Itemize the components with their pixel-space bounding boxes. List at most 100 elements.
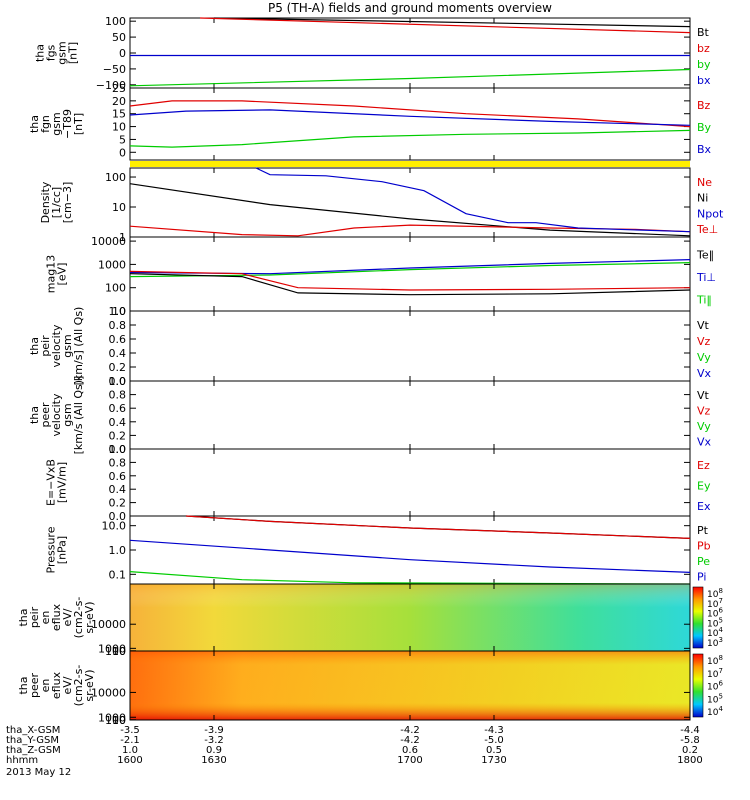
series-line — [255, 167, 691, 233]
footer-value: 1.0 — [122, 745, 138, 756]
legend-entry: Pi — [697, 570, 706, 583]
y-tick-label: 10 — [112, 305, 126, 318]
y-axis-label: tha — [28, 115, 41, 133]
y-tick-label: 15 — [112, 108, 126, 121]
y-tick-label: 1000 — [98, 642, 126, 655]
panel-peir: 1.00.80.60.40.20.0thapeirvelocitygsm[km/… — [28, 305, 712, 388]
panel-frame — [129, 167, 691, 238]
y-axis-label: gsm — [61, 403, 74, 426]
y-tick-label: 0.1 — [109, 568, 127, 581]
y-tick-label: 0 — [119, 47, 126, 60]
footer-value: 1630 — [201, 755, 226, 766]
colorbar-label: 104 — [707, 705, 723, 718]
y-axis-label: [nPa] — [56, 536, 69, 564]
series-line — [129, 68, 691, 87]
y-tick-label: 100 — [105, 645, 126, 658]
y-tick-label: 5 — [119, 133, 126, 146]
y-axis-label: eV/ — [61, 676, 74, 694]
panel-frame — [129, 17, 691, 89]
footer-value: 0.5 — [486, 745, 502, 756]
y-axis-label: E=−VxB — [45, 459, 58, 506]
y-tick-label: 10 — [112, 201, 126, 214]
y-axis-label: [mV/m] — [56, 462, 69, 503]
y-tick-label: 100 — [105, 171, 126, 184]
legend-entry: Te⊥ — [696, 223, 718, 236]
footer-value: -5.0 — [484, 735, 504, 746]
y-axis-label: tha — [28, 337, 41, 355]
y-axis-label: gsm — [61, 334, 74, 357]
footer-value: -5.8 — [680, 735, 700, 746]
footer-value: -3.5 — [120, 725, 140, 736]
y-tick-label: 100 — [105, 714, 126, 727]
colorbar-label: 106 — [707, 680, 723, 693]
footer-row-label: tha_Z-GSM — [6, 745, 61, 756]
legend-entry: Vz — [697, 404, 711, 417]
legend-entry: Pb — [697, 539, 711, 552]
y-axis-label: sr-eV) — [83, 669, 96, 701]
colorbar — [692, 586, 704, 649]
legend-entry: Vy — [697, 351, 711, 364]
y-axis-label: velocity — [50, 393, 63, 436]
legend-entry: Bz — [697, 99, 711, 112]
series-line — [129, 273, 691, 296]
y-axis-label: sr-eV) — [83, 601, 96, 633]
y-tick-label: 25 — [112, 82, 126, 95]
series-line — [199, 17, 691, 34]
y-axis-label: peir — [39, 335, 52, 357]
y-tick-label: 0.4 — [109, 483, 127, 496]
series-line — [129, 183, 691, 237]
legend-entry: By — [697, 121, 712, 134]
y-tick-label: 10 — [112, 121, 126, 134]
y-axis-label: [1/cc] — [50, 187, 63, 218]
y-tick-label: 1000 — [98, 258, 126, 271]
y-axis-label: en — [39, 679, 52, 693]
y-tick-label: 0.0 — [109, 510, 127, 523]
y-tick-label: −100 — [96, 79, 126, 92]
panel-density: 100 10 1 Density[1/cc][cm−3] Ne Ni Npot Te⊥ — [39, 167, 724, 244]
y-axis-label: Density — [39, 181, 52, 223]
footer-value: 1800 — [677, 755, 702, 766]
y-tick-label: 10000 — [91, 618, 126, 631]
y-tick-label: 10 — [112, 645, 126, 658]
legend-entry: Ne — [697, 176, 712, 189]
y-axis-label: eflux — [50, 671, 63, 699]
footer-value: 0.2 — [682, 745, 698, 756]
footer-value: -4.4 — [680, 725, 700, 736]
colorbar-label: 107 — [707, 667, 723, 680]
legend-entry: Pt — [697, 524, 709, 537]
footer-row-label: tha_X-GSM — [6, 725, 60, 736]
footer-value: -4.2 — [400, 735, 420, 746]
footer-value: 1700 — [397, 755, 422, 766]
y-axis-label: −T89 — [61, 109, 74, 139]
y-axis-label: eV/ — [61, 608, 74, 626]
colorbar-label: 105 — [707, 692, 723, 705]
legend-entry: Ey — [697, 480, 711, 493]
series-line — [129, 129, 691, 148]
spectrogram-overlay — [130, 584, 690, 651]
y-tick-label: 0.6 — [109, 402, 127, 415]
y-tick-label: 1 — [119, 231, 126, 244]
footer-value: -4.2 — [400, 725, 420, 736]
y-axis-label: mag13 — [45, 255, 58, 293]
y-tick-label: 0.6 — [109, 470, 127, 483]
series-line — [129, 259, 691, 275]
legend-entry: Bt — [697, 26, 710, 39]
footer-value: -2.1 — [120, 735, 140, 746]
y-tick-label: 0.8 — [109, 319, 127, 332]
y-tick-label: 0.4 — [109, 347, 127, 360]
y-tick-label: 0.8 — [109, 389, 127, 402]
legend-entry: Ex — [697, 500, 711, 513]
y-axis-label: eflux — [50, 603, 63, 631]
legend-entry: Ez — [697, 459, 710, 472]
figure-title: P5 (TH-A) fields and ground moments over… — [268, 1, 552, 15]
y-axis-label: (cm2-s- — [72, 665, 85, 707]
series-line — [129, 100, 691, 128]
y-tick-label: 0.8 — [109, 456, 127, 469]
legend-entry: Pe — [697, 555, 710, 568]
legend-entry: bx — [697, 74, 711, 87]
panel-frame — [129, 87, 691, 161]
legend-entry: Vz — [697, 335, 711, 348]
